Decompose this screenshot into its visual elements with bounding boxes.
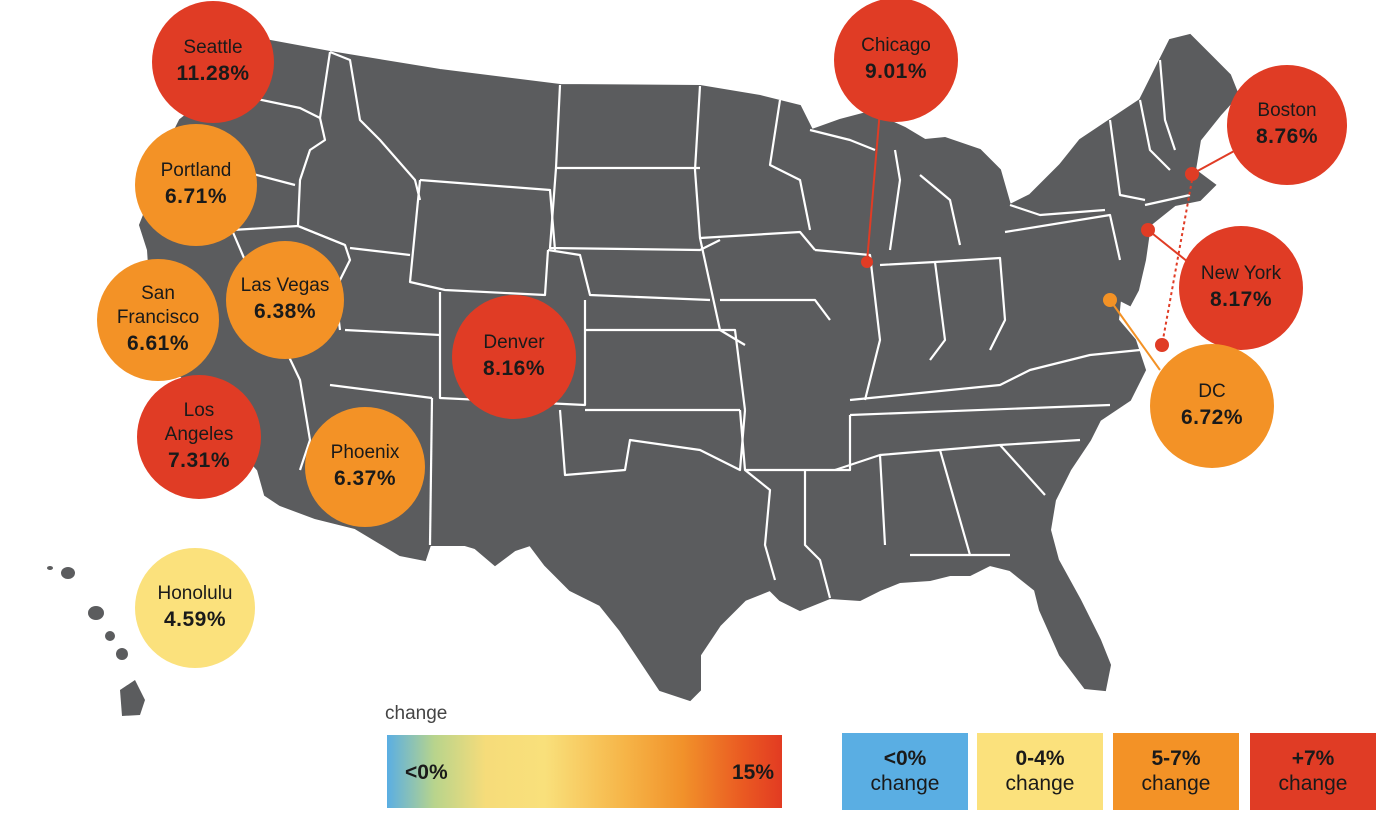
city-bubble: Honolulu 4.59% [135, 548, 255, 668]
city-name: Las Vegas [240, 275, 330, 296]
city-change-value: 8.17% [1209, 288, 1273, 311]
city-bubble: Denver 8.16% [452, 295, 576, 419]
gradient-legend: <0% 15% [387, 735, 782, 808]
city-change-value: 6.37% [333, 467, 397, 490]
leader-lines [861, 109, 1237, 371]
city-name: Honolulu [157, 583, 233, 604]
legend-swatch: 0-4% change [977, 733, 1103, 810]
legend-label: change [1278, 771, 1348, 795]
state-borders [230, 50, 1191, 599]
city-name: Phoenix [330, 442, 400, 463]
ny-leader [1147, 229, 1189, 263]
dc-marker [1103, 293, 1117, 307]
city-bubble: Portland 6.71% [135, 124, 257, 246]
city-bubble: San Francisco 6.61% [97, 259, 219, 381]
city-change-value: 7.31% [167, 449, 231, 472]
gradient-low-label: <0% [405, 761, 448, 784]
city-bubble: Boston 8.76% [1227, 65, 1347, 185]
chicago-marker [861, 256, 873, 268]
legend-label: change [870, 771, 940, 795]
legend-label: change [1005, 771, 1075, 795]
city-name: Portland [160, 160, 232, 181]
city-change-value: 4.59% [163, 608, 227, 631]
city-name: Chicago [861, 35, 931, 56]
us-landmass [138, 33, 1240, 702]
city-bubble: Seattle 11.28% [152, 1, 274, 123]
legend-swatch: <0% change [842, 733, 968, 810]
legend-range: 5-7% [1151, 746, 1201, 770]
ny-marker [1141, 223, 1155, 237]
city-bubble: New York 8.17% [1179, 226, 1303, 350]
chicago-leader [866, 109, 881, 263]
legend-swatch: +7% change [1250, 733, 1376, 810]
legend-range: +7% [1291, 746, 1335, 770]
city-bubble: DC 6.72% [1150, 344, 1274, 468]
hawaii-islands [47, 566, 145, 716]
city-name: Seattle [183, 37, 243, 58]
legend-title: change [385, 703, 448, 724]
city-change-value: 6.72% [1180, 406, 1244, 429]
city-change-value: 6.38% [253, 300, 317, 323]
dc-east-marker [1155, 338, 1169, 352]
boston-leader [1191, 149, 1237, 175]
city-change-value: 11.28% [176, 62, 250, 85]
city-name: Denver [483, 332, 545, 353]
legend-range: <0% [883, 746, 927, 770]
city-change-value: 6.71% [164, 185, 228, 208]
city-change-value: 8.16% [482, 357, 546, 380]
city-name: DC [1198, 381, 1226, 402]
dc-leader [1109, 299, 1161, 371]
city-bubble: Chicago 9.01% [834, 0, 958, 122]
city-bubble: Las Vegas 6.38% [226, 241, 344, 359]
city-name: New York [1200, 263, 1282, 284]
city-change-value: 8.76% [1255, 125, 1319, 148]
city-change-value: 6.61% [126, 332, 190, 355]
city-change-value: 9.01% [864, 60, 928, 83]
city-name: Boston [1257, 100, 1317, 121]
city-name: Los Angeles [164, 400, 234, 445]
gradient-high-label: 15% [731, 761, 774, 784]
boston-dashed-leader [1161, 179, 1193, 346]
legend-label: change [1141, 771, 1211, 795]
boston-marker [1185, 167, 1199, 181]
city-bubble: Phoenix 6.37% [305, 407, 425, 527]
city-name: San Francisco [116, 283, 200, 328]
legend-range: 0-4% [1015, 746, 1065, 770]
city-bubble: Los Angeles 7.31% [137, 375, 261, 499]
legend-swatch: 5-7% change [1113, 733, 1239, 810]
